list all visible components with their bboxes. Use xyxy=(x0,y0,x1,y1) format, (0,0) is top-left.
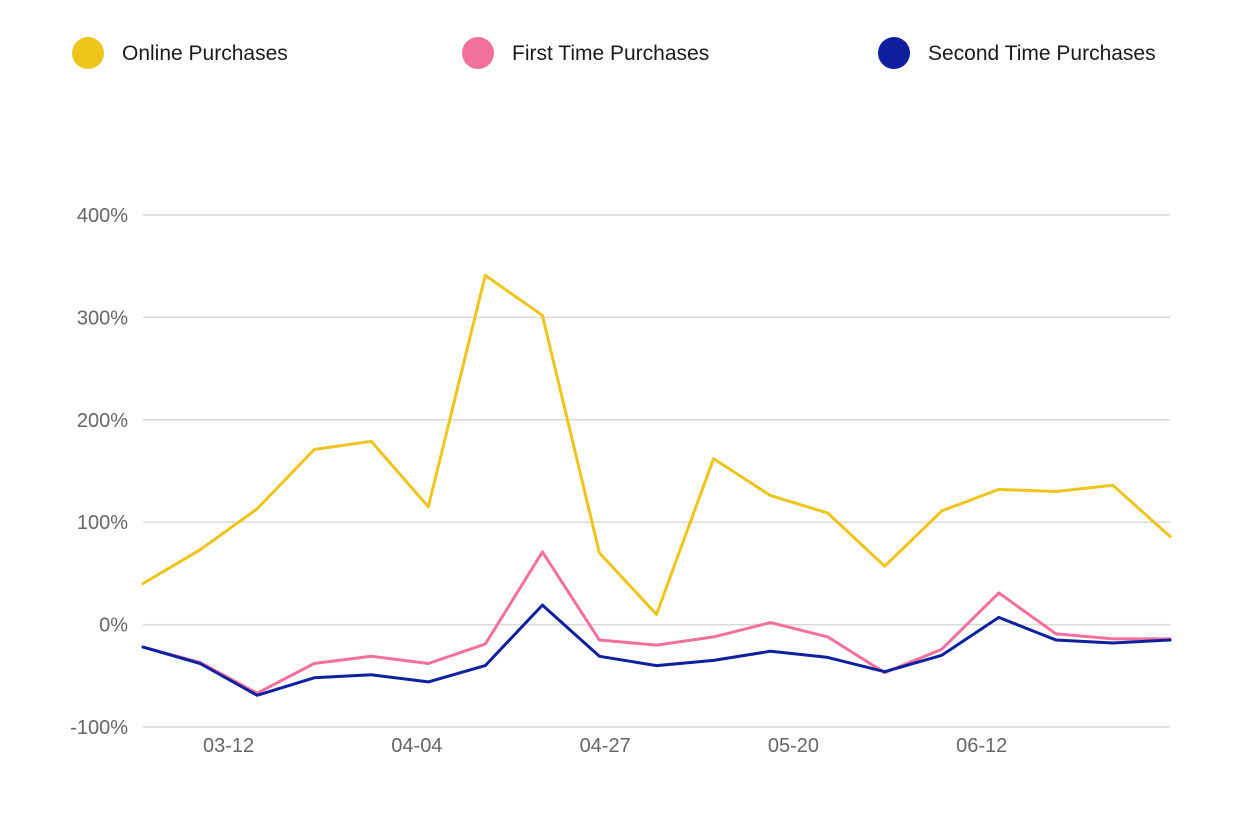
series-lines xyxy=(141,273,1172,697)
y-axis-tick-labels: -100% 0% 100% 200% 300% 400% xyxy=(70,205,128,739)
y-tick-label: 100% xyxy=(77,512,128,534)
legend-marker-first-time-purchases xyxy=(462,37,494,69)
x-tick-label: 06-12 xyxy=(956,735,1007,757)
series-line-first-time-purchases xyxy=(141,550,1172,695)
y-tick-label: 200% xyxy=(77,410,128,432)
legend-item-first-time-purchases: First Time Purchases xyxy=(462,37,709,69)
legend-label-first-time-purchases: First Time Purchases xyxy=(512,42,709,65)
grid-lines xyxy=(143,214,1170,728)
x-tick-label: 05-20 xyxy=(768,735,819,757)
legend-item-online-purchases: Online Purchases xyxy=(72,37,288,69)
x-axis-tick-labels: 03-12 04-04 04-27 05-20 06-12 xyxy=(203,735,1007,757)
legend-label-online-purchases: Online Purchases xyxy=(122,42,288,65)
series-line-online-purchases xyxy=(141,273,1172,616)
legend-marker-second-time-purchases xyxy=(878,37,910,69)
legend-marker-online-purchases xyxy=(72,37,104,69)
y-tick-label: -100% xyxy=(70,717,128,739)
legend: Online Purchases First Time Purchases Seco… xyxy=(72,37,1156,69)
x-tick-label: 04-04 xyxy=(391,735,442,757)
y-tick-label: 400% xyxy=(77,205,128,227)
y-tick-label: 0% xyxy=(99,615,128,637)
series-line-second-time-purchases xyxy=(141,603,1172,697)
legend-label-second-time-purchases: Second Time Purchases xyxy=(928,42,1156,65)
x-tick-label: 03-12 xyxy=(203,735,254,757)
x-tick-label: 04-27 xyxy=(580,735,631,757)
legend-item-second-time-purchases: Second Time Purchases xyxy=(878,37,1156,69)
y-tick-label: 300% xyxy=(77,307,128,329)
